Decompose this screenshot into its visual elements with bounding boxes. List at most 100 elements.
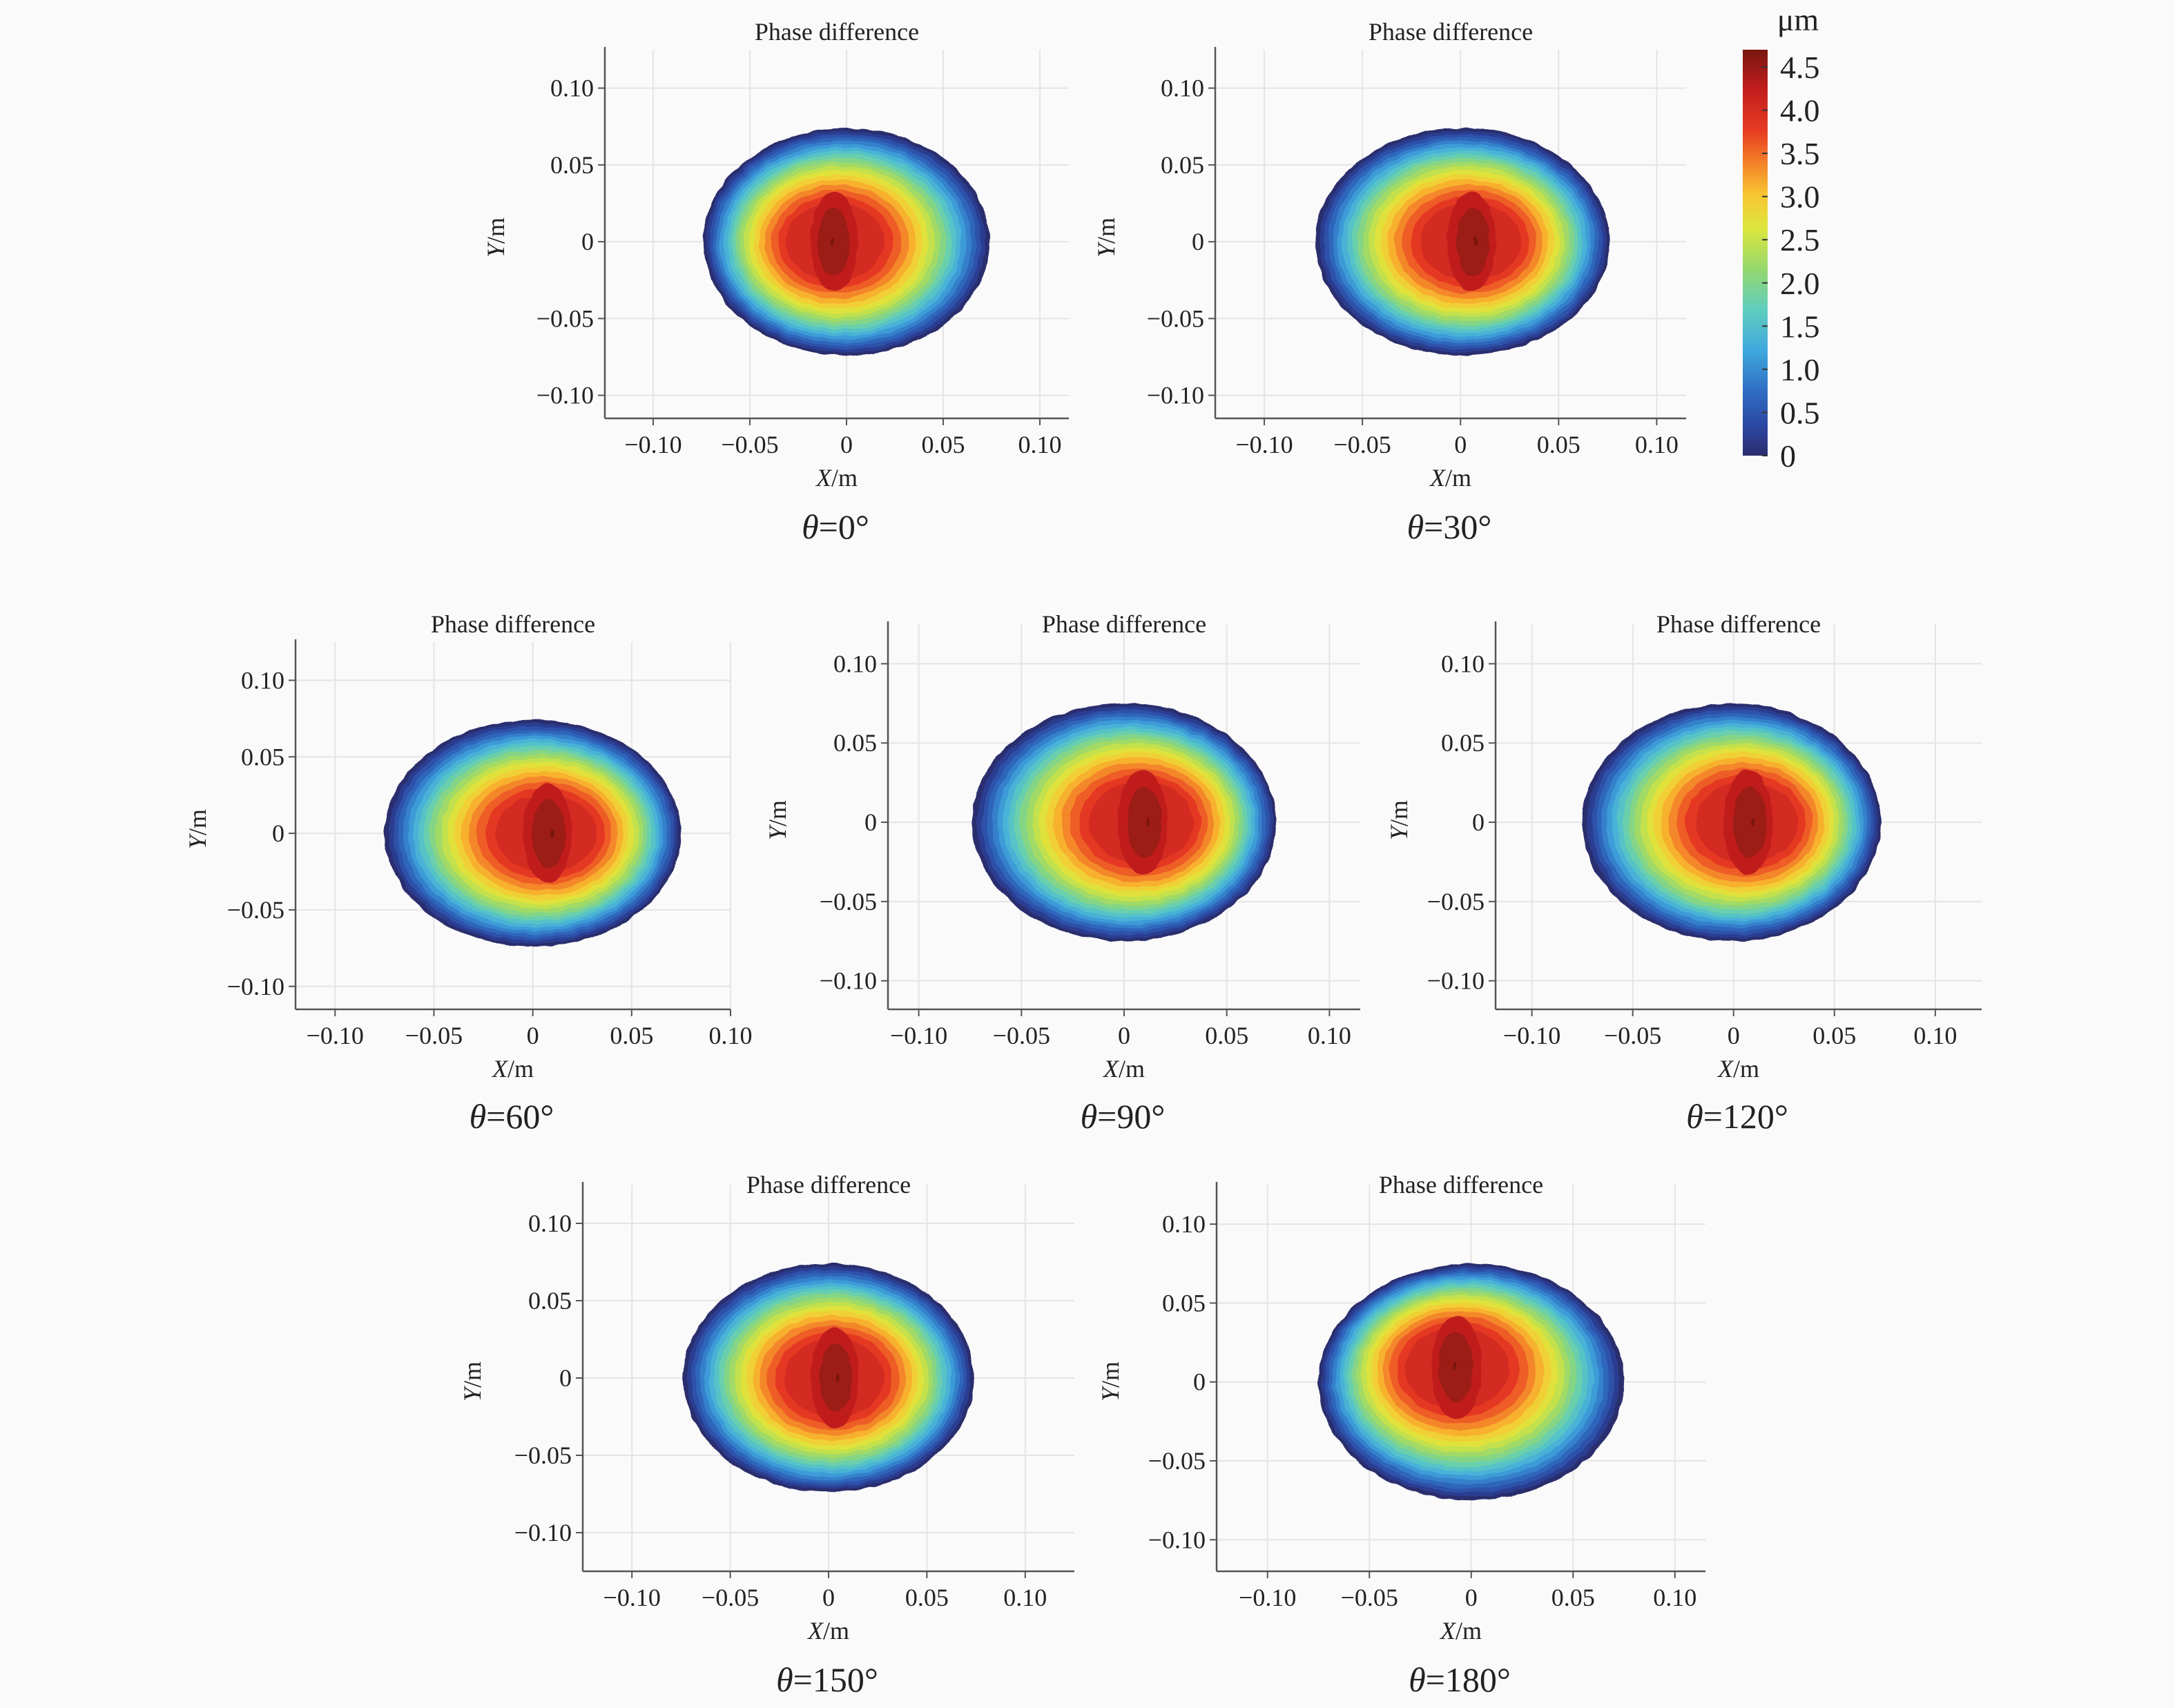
heat-field — [1318, 1263, 1624, 1501]
x-tick-label: 0.10 — [1635, 431, 1679, 458]
colorbar: μm 0 0.5 1.0 1.5 2.0 2.5 3.0 3.5 4.0 4.5 — [1743, 2, 1820, 474]
y-axis-label: Y/m — [184, 809, 211, 849]
panel-4: −0.10 −0.05 0 0.05 0.10 −0.10 −0.05 0 0.05 0.10 Ph… — [764, 610, 1360, 1136]
y-axis-label: Y/m — [1092, 217, 1120, 258]
x-tick-label: 0 — [1118, 1022, 1130, 1049]
panel-2: −0.10 −0.05 0 0.05 0.10 −0.10 −0.05 0 0.05 0.10 Ph… — [1092, 18, 1686, 546]
y-tick-label: 0.05 — [1161, 151, 1204, 179]
panel-caption: θ=150° — [776, 1660, 878, 1699]
panel-title: Phase difference — [755, 18, 919, 46]
y-axis-label: Y/m — [482, 217, 510, 258]
panel-title: Phase difference — [431, 610, 595, 638]
x-tick-label: 0.05 — [1812, 1022, 1856, 1049]
x-tick-label: 0.05 — [1552, 1584, 1595, 1611]
y-axis-label: Y/m — [764, 800, 791, 840]
x-axis-label: X/m — [1439, 1617, 1482, 1644]
heat-field — [1315, 128, 1610, 356]
y-tick-label: −0.10 — [1147, 382, 1204, 409]
panel-title: Phase difference — [746, 1171, 911, 1198]
panel-3: −0.10 −0.05 0 0.05 0.10 −0.10 −0.05 0 0.05 0.10 Ph… — [184, 610, 753, 1136]
colorbar-tick-label: 1.0 — [1780, 352, 1820, 387]
y-tick-label: 0 — [559, 1364, 572, 1392]
y-tick-label: 0 — [864, 808, 877, 836]
panel-caption: θ=90° — [1081, 1097, 1166, 1136]
x-axis-label: X/m — [815, 464, 858, 492]
y-axis-label: Y/m — [458, 1361, 486, 1401]
y-tick-label: −0.05 — [227, 896, 284, 924]
panel-title: Phase difference — [1369, 18, 1533, 46]
y-tick-label: 0.10 — [1441, 650, 1485, 677]
y-tick-label: 0.10 — [550, 75, 594, 102]
x-tick-label: 0.10 — [1018, 431, 1062, 458]
colorbar-tick-label: 4.5 — [1780, 50, 1820, 85]
colorbar-tick-label: 2.5 — [1780, 222, 1820, 258]
y-tick-label: 0 — [581, 228, 594, 255]
panel-6: −0.10 −0.05 0 0.05 0.10 −0.10 −0.05 0 0.05 0.10 Ph… — [458, 1171, 1074, 1699]
heat-contour-level — [1751, 818, 1754, 827]
x-tick-label: −0.05 — [702, 1584, 759, 1611]
colorbar-tick-label: 3.5 — [1780, 136, 1820, 171]
x-tick-label: −0.05 — [993, 1022, 1050, 1049]
x-tick-label: 0.10 — [1308, 1022, 1351, 1049]
colorbar-unit: μm — [1777, 2, 1819, 37]
panel-caption: θ=60° — [470, 1097, 554, 1136]
panel-caption: θ=180° — [1409, 1660, 1511, 1699]
x-tick-label: 0.05 — [905, 1584, 949, 1611]
panel-7: −0.10 −0.05 0 0.05 0.10 −0.10 −0.05 0 0.05 0.10 Ph… — [1096, 1171, 1705, 1699]
heat-contour-level — [1127, 786, 1162, 858]
y-tick-label: −0.10 — [1427, 967, 1485, 995]
x-tick-label: −0.05 — [1604, 1022, 1661, 1049]
y-tick-label: −0.05 — [1147, 304, 1204, 332]
heat-field — [703, 128, 990, 356]
y-tick-label: 0.05 — [550, 151, 594, 179]
x-tick-label: −0.10 — [1503, 1022, 1560, 1049]
heat-contour-level — [1473, 237, 1478, 246]
y-tick-label: 0.10 — [1162, 1210, 1206, 1238]
panel-caption: θ=30° — [1407, 507, 1492, 546]
x-tick-label: 0.10 — [1913, 1022, 1957, 1049]
y-tick-label: −0.10 — [514, 1519, 572, 1546]
x-tick-label: 0 — [1465, 1584, 1478, 1611]
colorbar-tick-label: 3.0 — [1780, 179, 1820, 215]
colorbar-tick-label: 0.5 — [1780, 395, 1820, 430]
y-tick-label: 0.05 — [833, 729, 877, 757]
heat-contour-level — [532, 799, 566, 868]
heat-field — [1582, 703, 1881, 942]
x-tick-label: 0.10 — [1003, 1584, 1047, 1611]
heat-contour-level — [1146, 818, 1150, 827]
heat-field — [384, 720, 682, 947]
heat-contour-level — [1732, 786, 1767, 858]
y-tick-label: −0.05 — [514, 1442, 572, 1469]
panel-1: −0.10 −0.05 0 0.05 0.10 −0.10 −0.05 0 0.05 0.10 Ph… — [482, 18, 1069, 546]
y-tick-label: 0.05 — [1441, 729, 1485, 757]
x-axis-label: X/m — [1429, 464, 1471, 492]
colorbar-tick-label: 1.5 — [1780, 309, 1820, 344]
heat-contour-level — [1456, 207, 1489, 276]
x-tick-label: −0.10 — [624, 431, 682, 458]
y-tick-label: 0 — [1193, 1368, 1206, 1396]
y-tick-label: −0.10 — [1148, 1526, 1206, 1553]
heat-contour-level — [835, 1374, 840, 1382]
x-tick-label: 0.05 — [610, 1022, 653, 1049]
panel-caption: θ=0° — [802, 507, 869, 546]
y-tick-label: 0.05 — [1162, 1289, 1206, 1317]
x-tick-label: 0 — [527, 1022, 539, 1049]
heat-contour-level — [1453, 1361, 1457, 1370]
y-tick-label: 0.05 — [528, 1287, 572, 1314]
x-tick-label: −0.10 — [603, 1584, 661, 1611]
heat-contour-level — [550, 829, 554, 838]
y-tick-label: −0.05 — [820, 888, 877, 915]
y-tick-label: 0.05 — [241, 743, 284, 770]
panel-5: −0.10 −0.05 0 0.05 0.10 −0.10 −0.05 0 0.05 0.10 Ph… — [1385, 610, 1982, 1136]
heat-field — [683, 1263, 974, 1493]
x-tick-label: −0.10 — [890, 1022, 947, 1049]
y-tick-label: −0.10 — [820, 967, 877, 995]
x-tick-label: 0 — [840, 431, 853, 458]
y-axis-label: Y/m — [1096, 1361, 1124, 1401]
y-tick-label: −0.10 — [536, 382, 594, 409]
x-axis-label: X/m — [806, 1617, 849, 1644]
x-axis-label: X/m — [491, 1055, 534, 1083]
colorbar-gradient — [1743, 50, 1768, 456]
x-tick-label: −0.10 — [1239, 1584, 1296, 1611]
y-tick-label: −0.05 — [1427, 888, 1485, 915]
